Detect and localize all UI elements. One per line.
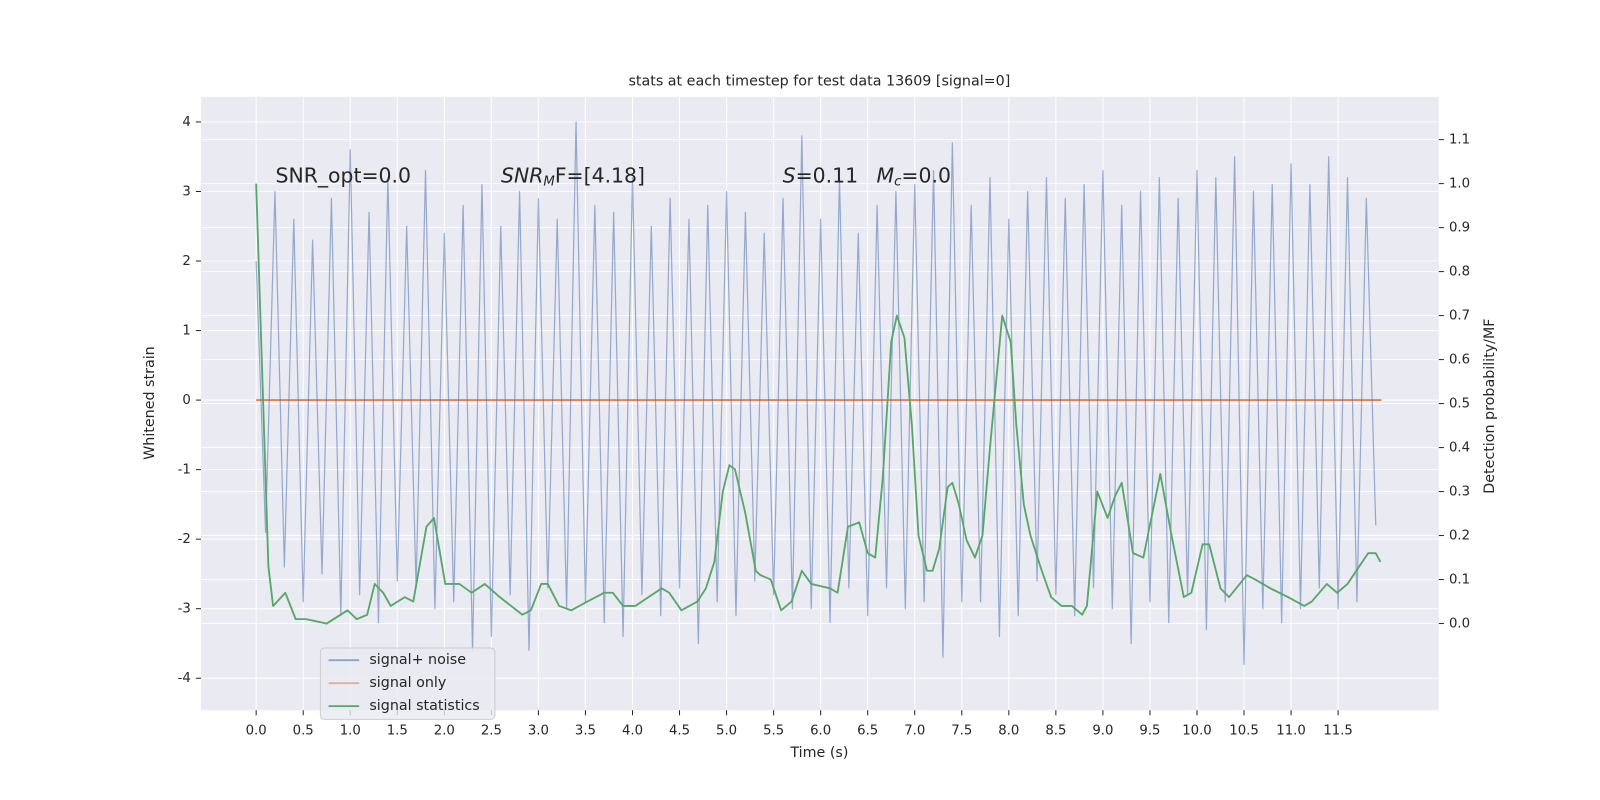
annotation-part: =0.0 <box>901 164 951 188</box>
annotation-part: S <box>783 164 796 188</box>
x-tick-label: 5.0 <box>716 724 737 739</box>
x-tick-label: 8.5 <box>1045 724 1066 739</box>
y2-tick-label: 0.2 <box>1449 529 1470 544</box>
annotation-part: M <box>543 175 555 190</box>
annotation-part: =0.11 <box>796 164 859 188</box>
x-tick-label: 8.0 <box>998 724 1019 739</box>
y2-tick-label: 1.0 <box>1449 177 1470 192</box>
x-tick-label: 4.5 <box>669 724 690 739</box>
y2-tick-label: 0.6 <box>1449 353 1470 368</box>
annotation-part: SNR <box>501 164 543 188</box>
x-tick-label: 0.5 <box>293 724 314 739</box>
series-line <box>255 183 1382 625</box>
x-tick-label: 1.5 <box>387 724 408 739</box>
y-tick-label: 3 <box>182 185 190 200</box>
y2-tick-label: 0.4 <box>1449 441 1470 456</box>
y2-axis-label: Detection probability/MF <box>1482 318 1498 493</box>
x-tick-label: 5.5 <box>763 724 784 739</box>
y2-tick-label: 0.7 <box>1449 309 1470 324</box>
y-tick-label: 1 <box>182 324 190 339</box>
y-tick-label: 2 <box>182 254 190 269</box>
x-tick-label: 2.0 <box>434 724 455 739</box>
annotation-part: F=[4.18] <box>555 164 645 188</box>
x-axis-label: Time (s) <box>789 745 848 761</box>
y2-tick-label: 0.5 <box>1449 397 1470 412</box>
x-tick-label: 1.0 <box>340 724 361 739</box>
y-axis-label: Whitened strain <box>142 346 158 460</box>
x-tick-label: 0.0 <box>246 724 267 739</box>
annotation: S=0.11 <box>783 164 858 188</box>
y-tick-label: -4 <box>178 671 191 686</box>
x-tick-label: 6.0 <box>810 724 831 739</box>
x-tick-label: 3.0 <box>528 724 549 739</box>
y-tick-label: -1 <box>178 463 191 478</box>
y2-tick-label: 0.1 <box>1449 573 1470 588</box>
y2-tick-label: 0.8 <box>1449 265 1470 280</box>
legend-label: signal statistics <box>369 698 479 714</box>
annotation-part: M <box>877 164 895 188</box>
x-tick-label: 9.5 <box>1139 724 1160 739</box>
annotation: SNRMF=[4.18] <box>501 164 645 190</box>
x-tick-label: 3.5 <box>575 724 596 739</box>
y2-tick-label: 0.0 <box>1449 617 1470 632</box>
x-tick-label: 11.5 <box>1323 724 1353 739</box>
x-tick-label: 11.0 <box>1276 724 1306 739</box>
x-tick-label: 6.5 <box>857 724 878 739</box>
y2-tick-label: 0.3 <box>1449 485 1470 500</box>
x-tick-label: 4.0 <box>622 724 643 739</box>
x-tick-label: 9.0 <box>1092 724 1113 739</box>
y-tick-label: 0 <box>182 393 190 408</box>
legend-label: signal only <box>369 675 446 691</box>
annotation-part: c <box>894 175 902 190</box>
y-tick-label: -2 <box>178 532 191 547</box>
y2-tick-label: 0.9 <box>1449 221 1470 236</box>
legend-label: signal+ noise <box>369 652 466 668</box>
annotation: SNR_opt=0.0 <box>276 164 412 189</box>
x-tick-label: 7.0 <box>904 724 925 739</box>
y-tick-label: -3 <box>178 602 191 617</box>
x-tick-label: 10.0 <box>1182 724 1212 739</box>
x-tick-label: 10.5 <box>1229 724 1259 739</box>
x-tick-label: 7.5 <box>951 724 972 739</box>
chart-title: stats at each timestep for test data 136… <box>628 74 1010 90</box>
annotation: Mc=0.0 <box>877 164 951 190</box>
y-tick-label: 4 <box>182 115 190 130</box>
series-line <box>255 121 1377 665</box>
annotation-part: SNR_opt=0.0 <box>276 164 412 189</box>
legend-box <box>319 647 496 720</box>
x-tick-label: 2.5 <box>481 724 502 739</box>
y2-tick-label: 1.1 <box>1449 133 1470 148</box>
